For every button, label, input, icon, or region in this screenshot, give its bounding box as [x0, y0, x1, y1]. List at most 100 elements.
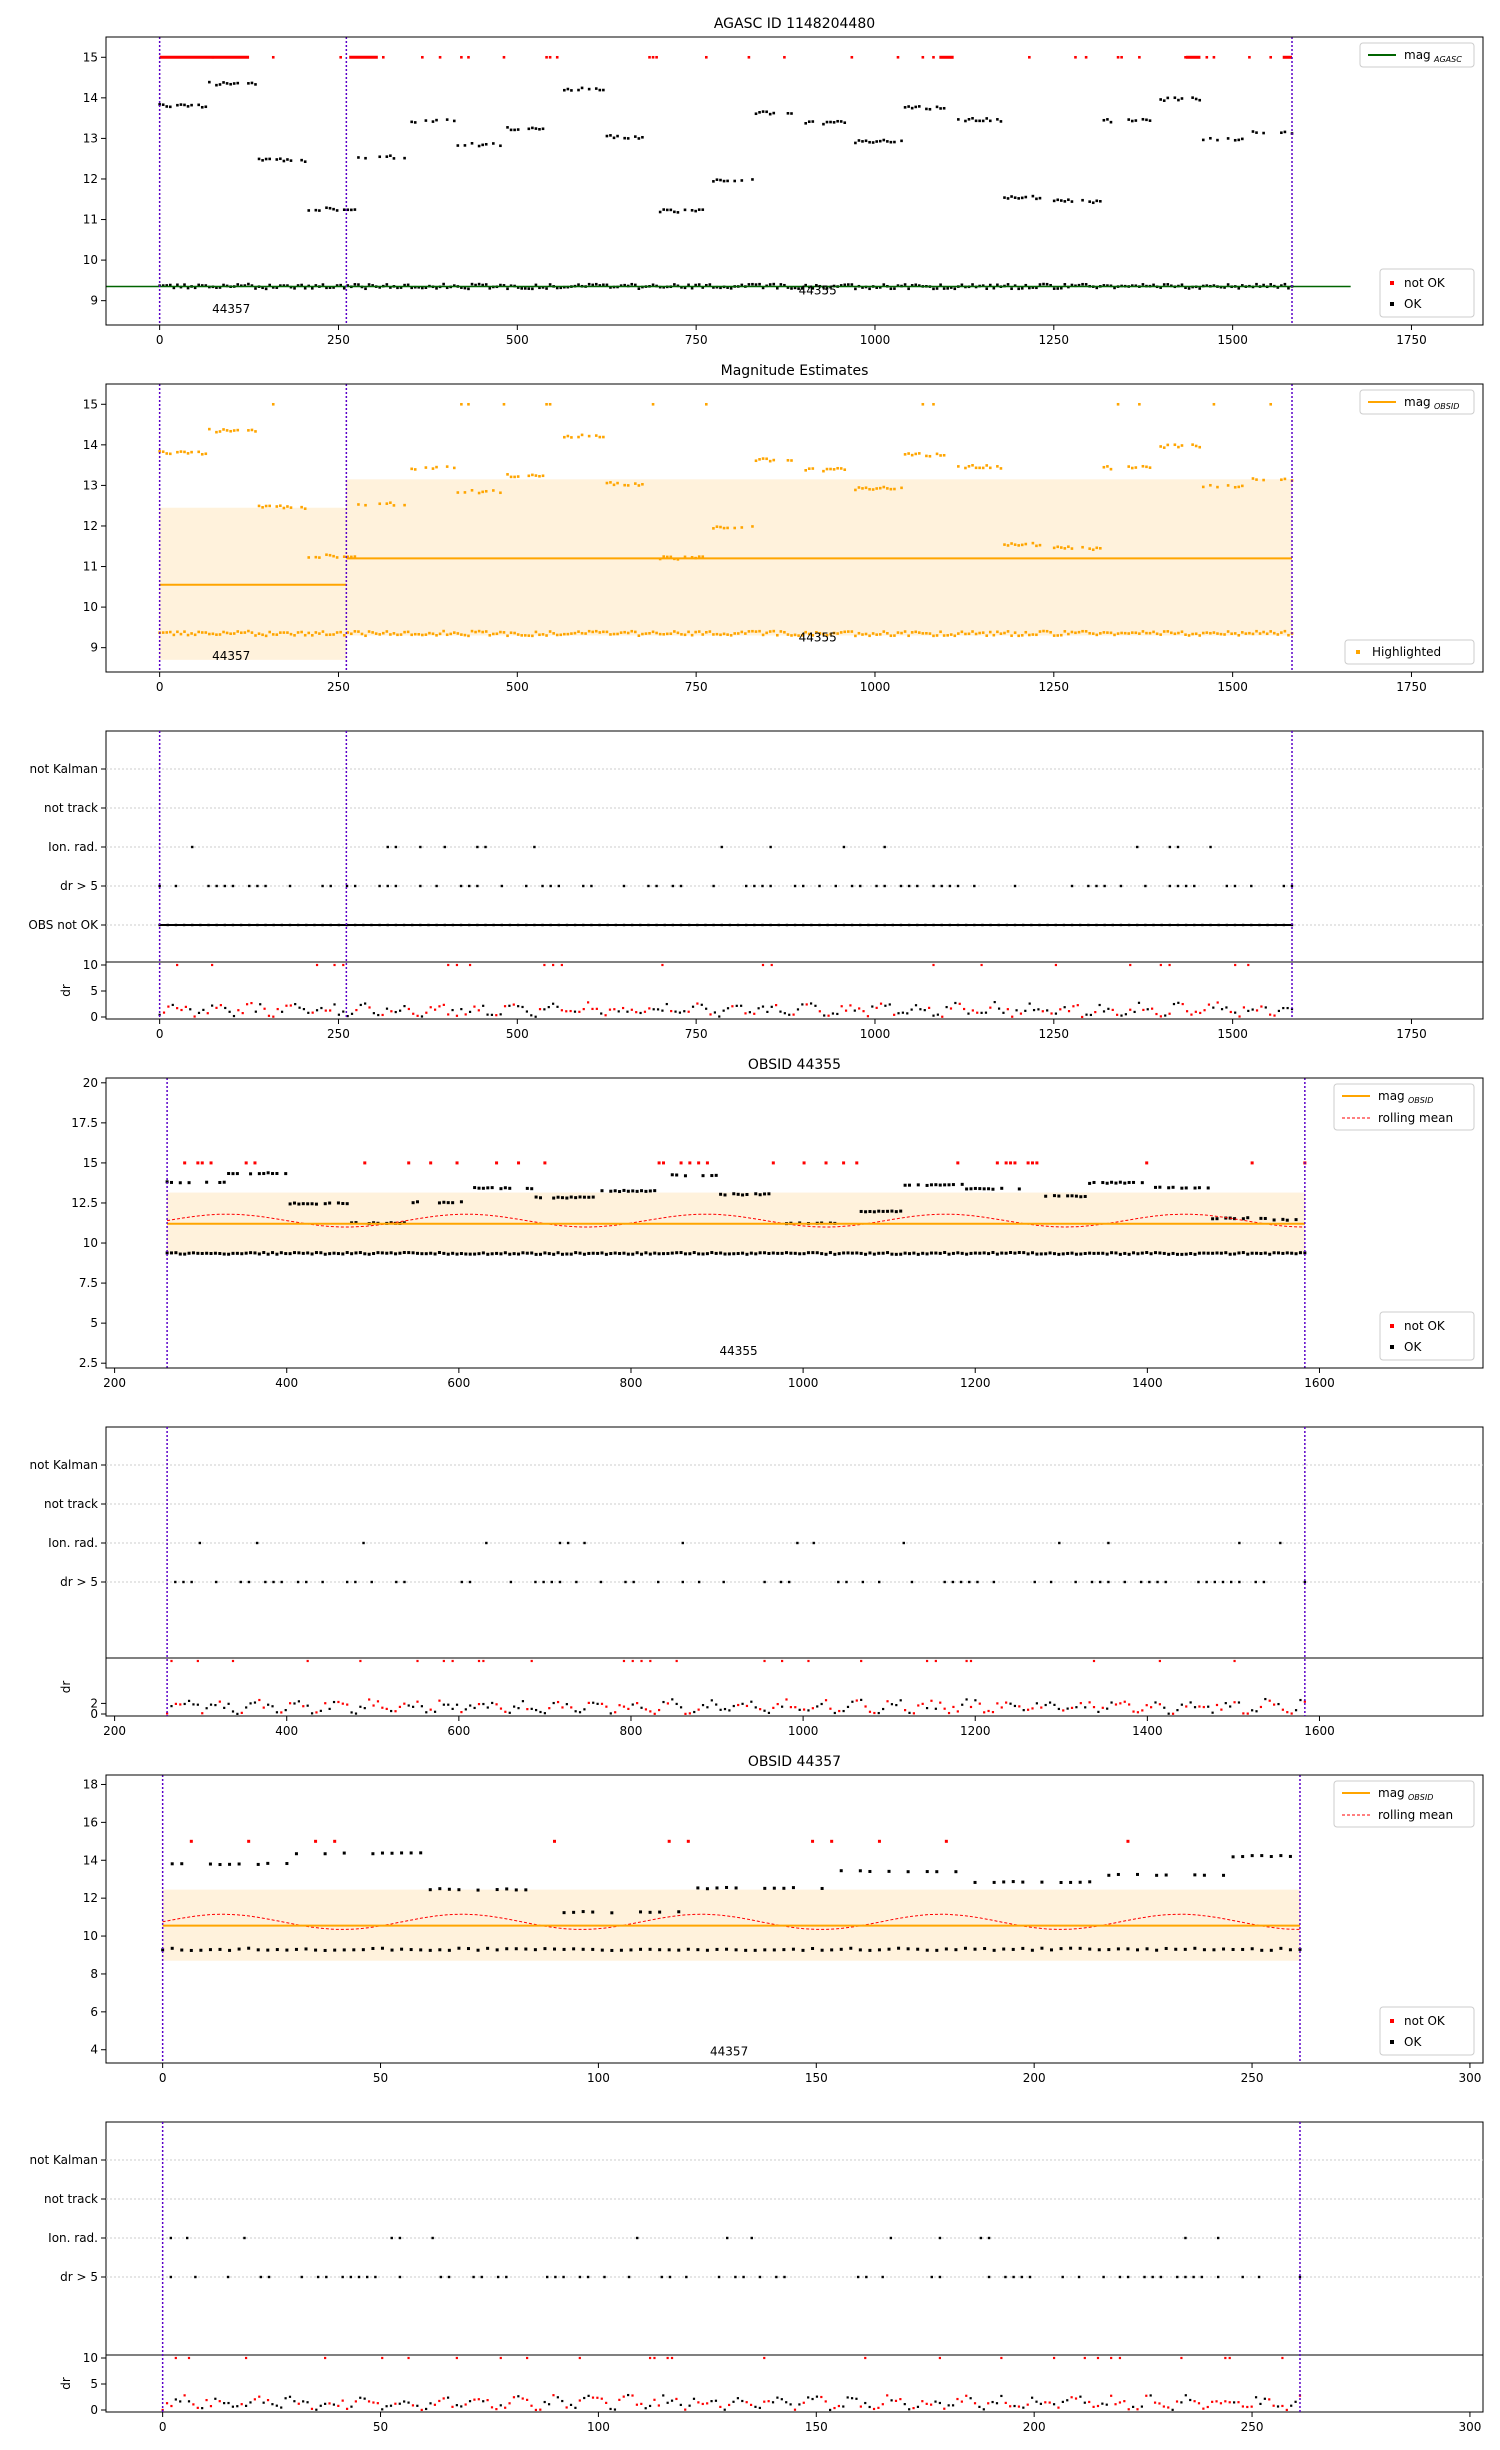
estimates-point: [193, 633, 197, 637]
flags-44355-flag-ion: [812, 1541, 815, 1545]
agasc-point: [729, 287, 733, 290]
flags-all-dr-point: [958, 1002, 961, 1005]
agasc-point: [598, 284, 602, 287]
obsid-44355-point: [1127, 1180, 1131, 1184]
flags-44357-dr-point: [736, 2397, 740, 2400]
estimates-point: [832, 468, 836, 471]
agasc-point: [1138, 55, 1141, 59]
flags-44357-dr-point: [947, 2404, 950, 2407]
obsid-44355-point: [565, 1196, 569, 1200]
agasc-point: [467, 287, 470, 291]
estimates-point: [669, 632, 673, 636]
flags-44355-dr-point: [477, 1702, 481, 1706]
flags-all-flag-dr: [671, 884, 675, 888]
obsid-44355-point: [1105, 1181, 1109, 1185]
agasc-point: [452, 119, 456, 123]
estimates-point: [1255, 478, 1258, 481]
flags-44357-dr-point: [244, 2356, 248, 2360]
agasc-xtick-label: 1250: [1039, 333, 1070, 347]
agasc-point: [1280, 284, 1283, 287]
obsid-44355-point: [622, 1188, 626, 1192]
flags-44355-dr-point: [1000, 1706, 1003, 1709]
obsid-44355-point: [556, 1195, 560, 1199]
agasc-point: [161, 284, 165, 287]
agasc-point: [733, 179, 737, 183]
estimates-point: [1059, 546, 1063, 549]
agasc-point: [1145, 118, 1148, 122]
flags-all-flag-dr: [1193, 884, 1196, 888]
flags-44355-flag-ion: [255, 1541, 259, 1545]
estimates-point: [158, 450, 161, 453]
estimates-point: [563, 435, 566, 439]
flags-all-dr-point: [984, 1011, 988, 1014]
estimates-point: [868, 487, 871, 491]
estimates-point: [1091, 632, 1095, 635]
obsid-44355-point: [306, 1202, 310, 1206]
flags-all-dr-point: [1168, 963, 1171, 967]
obsid-44355-point: [543, 1251, 547, 1255]
agasc-point: [300, 158, 303, 162]
estimates-point: [328, 633, 332, 636]
flags-44355-flag-dr: [1213, 1580, 1217, 1584]
flags-44355-flag-dr: [468, 1580, 472, 1584]
obsid-44355-point: [978, 1251, 982, 1255]
estimates-point: [417, 633, 421, 636]
obsid-44357-point: [247, 1946, 251, 1950]
obsid-44357-point: [1212, 1948, 1216, 1952]
flags-all-dr-point: [1247, 1009, 1250, 1013]
flags-all-category-label: dr > 5: [60, 879, 98, 893]
agasc-point: [222, 283, 225, 287]
agasc-point: [815, 283, 818, 287]
estimates-point: [538, 633, 541, 637]
flags-all-flag-dr: [899, 884, 903, 888]
flags-44357-dr-point: [1237, 2401, 1240, 2404]
obsid-44355-point: [741, 1251, 745, 1255]
estimates-point: [1099, 632, 1102, 635]
estimates-point: [1123, 631, 1127, 635]
obsid-44357-point: [419, 1948, 423, 1952]
flags-44357-dr-point: [1215, 2400, 1218, 2403]
agasc-point: [1201, 138, 1205, 142]
estimates-point: [935, 634, 939, 637]
flags-44355-dr-point: [820, 1702, 823, 1706]
agasc-point: [534, 283, 538, 287]
estimates-point: [296, 631, 300, 634]
obsid-44355-point: [253, 1161, 257, 1165]
estimates-point: [1198, 634, 1202, 637]
flags-44355-dr-point: [315, 1711, 318, 1714]
estimates-point: [534, 474, 538, 477]
estimates-point: [971, 463, 974, 467]
flags-44355-dr-point: [622, 1659, 626, 1663]
flags-44357-flag-ion: [889, 2236, 893, 2240]
agasc-point: [417, 286, 421, 289]
flags-44355-dr-point: [275, 1711, 279, 1714]
flags-44355-dr-point: [460, 1711, 463, 1714]
flags-44357-dr-point: [855, 2397, 858, 2400]
estimates-point: [179, 632, 183, 636]
flags-all-dr-point: [713, 1011, 716, 1014]
agasc-ytick-label: 11: [83, 213, 98, 227]
obsid-44355-point: [1083, 1251, 1087, 1255]
obsid-44355-xtick-label: 600: [447, 1376, 470, 1390]
flags-all-flag-dr: [549, 884, 552, 888]
agasc-point: [673, 210, 676, 214]
estimates-point: [1226, 630, 1230, 633]
agasc-point: [669, 208, 673, 212]
estimates-point: [1209, 631, 1212, 635]
obsid-44357-point: [371, 1946, 375, 1950]
agasc-point: [822, 122, 825, 126]
obsid-44355-point: [1009, 1161, 1013, 1165]
flags-44355-dr-point: [829, 1707, 832, 1710]
obsid-44355-point: [297, 1202, 301, 1206]
obsid-44355-legend-marker: [1390, 1324, 1394, 1328]
flags-all-flag-dr: [541, 884, 544, 888]
flags-all-flag-dr: [1250, 884, 1253, 888]
flags-44357-flag-dr: [1020, 2275, 1023, 2279]
estimates-point: [605, 630, 609, 634]
flags-44355-dr-point: [170, 1659, 173, 1663]
estimates-point: [346, 555, 350, 559]
obsid-44355-point: [969, 1187, 973, 1191]
estimates-point: [1017, 634, 1020, 638]
obsid-44355-point: [925, 1183, 929, 1187]
estimates-point: [740, 526, 744, 529]
